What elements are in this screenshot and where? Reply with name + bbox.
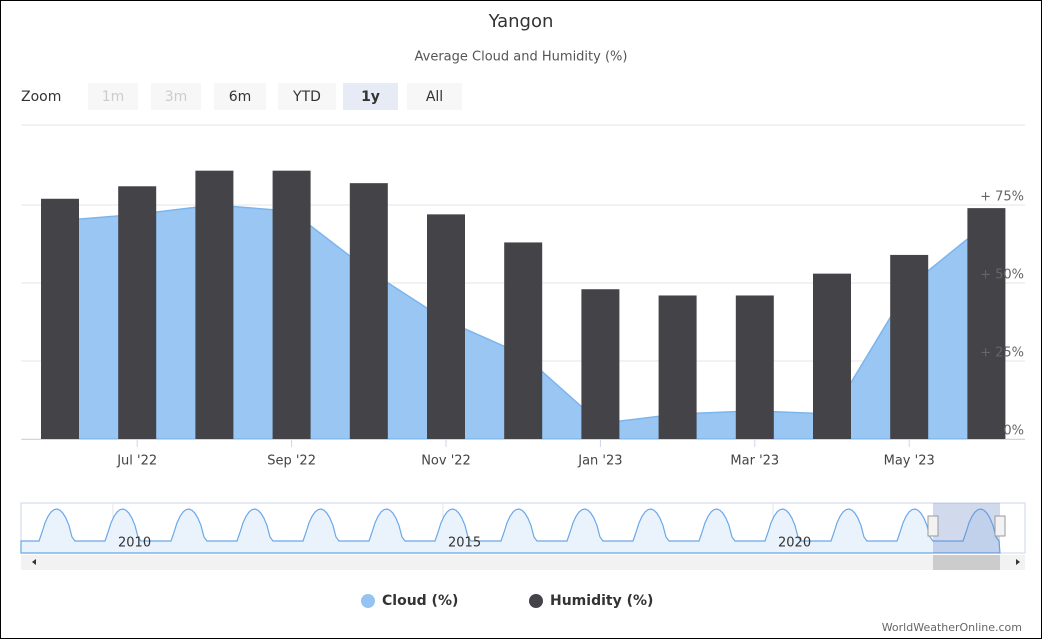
legend-label[interactable]: Humidity (%) bbox=[550, 593, 653, 609]
navigator-handle bbox=[994, 515, 1006, 537]
x-tick-label: Mar '23 bbox=[730, 454, 779, 469]
legend-symbol bbox=[529, 594, 543, 608]
humidity-bar bbox=[813, 273, 851, 439]
x-tick-label: Jan '23 bbox=[577, 454, 622, 469]
zoom-button-label: YTD bbox=[292, 89, 321, 105]
legend-label[interactable]: Cloud (%) bbox=[382, 593, 458, 609]
x-tick-label: Sep '22 bbox=[267, 454, 316, 469]
navigator-handle bbox=[927, 515, 939, 537]
legend: Cloud (%) Humidity (%) bbox=[361, 593, 653, 609]
humidity-bar bbox=[581, 289, 620, 439]
navigator-label: 2010 bbox=[118, 536, 151, 551]
navigator bbox=[20, 502, 1026, 570]
humidity-bar bbox=[349, 183, 388, 439]
navigator-series bbox=[20, 508, 1001, 554]
zoom-button[interactable] bbox=[407, 83, 462, 110]
x-tick-label: Jul '22 bbox=[116, 454, 157, 469]
zoom-button-label: All bbox=[426, 89, 443, 105]
zoom-button-label: 6m bbox=[229, 89, 252, 105]
zoom-button[interactable] bbox=[88, 83, 138, 110]
zoom-button[interactable] bbox=[214, 83, 266, 110]
credits: WorldWeatherOnline.com bbox=[882, 621, 1022, 634]
scrollbar-thumb bbox=[933, 555, 1000, 570]
navigator-label: 2020 bbox=[778, 536, 811, 551]
zoom-button-label: 3m bbox=[165, 89, 188, 105]
zoom-button[interactable] bbox=[343, 83, 398, 110]
humidity-bar bbox=[195, 170, 234, 439]
x-tick-label: Nov '22 bbox=[421, 454, 471, 469]
y-tick-label: + 25% bbox=[980, 346, 1024, 361]
x-tick-label: May '23 bbox=[884, 454, 935, 469]
y-tick-label: + 75% bbox=[980, 190, 1024, 205]
humidity-bar bbox=[890, 254, 929, 439]
zoom-label: Zoom bbox=[21, 89, 61, 105]
humidity-bar bbox=[967, 208, 1006, 439]
scrollbar bbox=[21, 555, 1025, 570]
humidity-bar bbox=[427, 214, 465, 439]
legend-symbol bbox=[361, 594, 375, 608]
humidity-bar bbox=[41, 198, 79, 439]
navigator-mask bbox=[933, 503, 1000, 553]
chart-subtitle: Average Cloud and Humidity (%) bbox=[415, 50, 628, 65]
humidity-bar bbox=[735, 295, 774, 439]
y-tick-label: + 50% bbox=[980, 268, 1024, 283]
humidity-bar bbox=[504, 242, 543, 439]
plot: 0% + 25% + 50% + 75% Jul '22 Sep '22 Nov '22 Ja… bbox=[21, 124, 1025, 469]
zoom-button[interactable] bbox=[278, 83, 336, 110]
zoom-button-label: 1m bbox=[102, 89, 125, 105]
humidity-bar bbox=[658, 295, 697, 439]
zoom-buttons: 1m 3m 6m YTD 1y All bbox=[88, 83, 462, 110]
zoom-button[interactable] bbox=[151, 83, 201, 110]
chart-title: Yangon bbox=[488, 11, 554, 32]
navigator-label: 2015 bbox=[448, 536, 481, 551]
zoom-button-label: 1y bbox=[361, 89, 380, 105]
y-tick-label: 0% bbox=[1003, 424, 1024, 439]
humidity-bar bbox=[272, 170, 311, 439]
humidity-bar bbox=[118, 186, 157, 439]
